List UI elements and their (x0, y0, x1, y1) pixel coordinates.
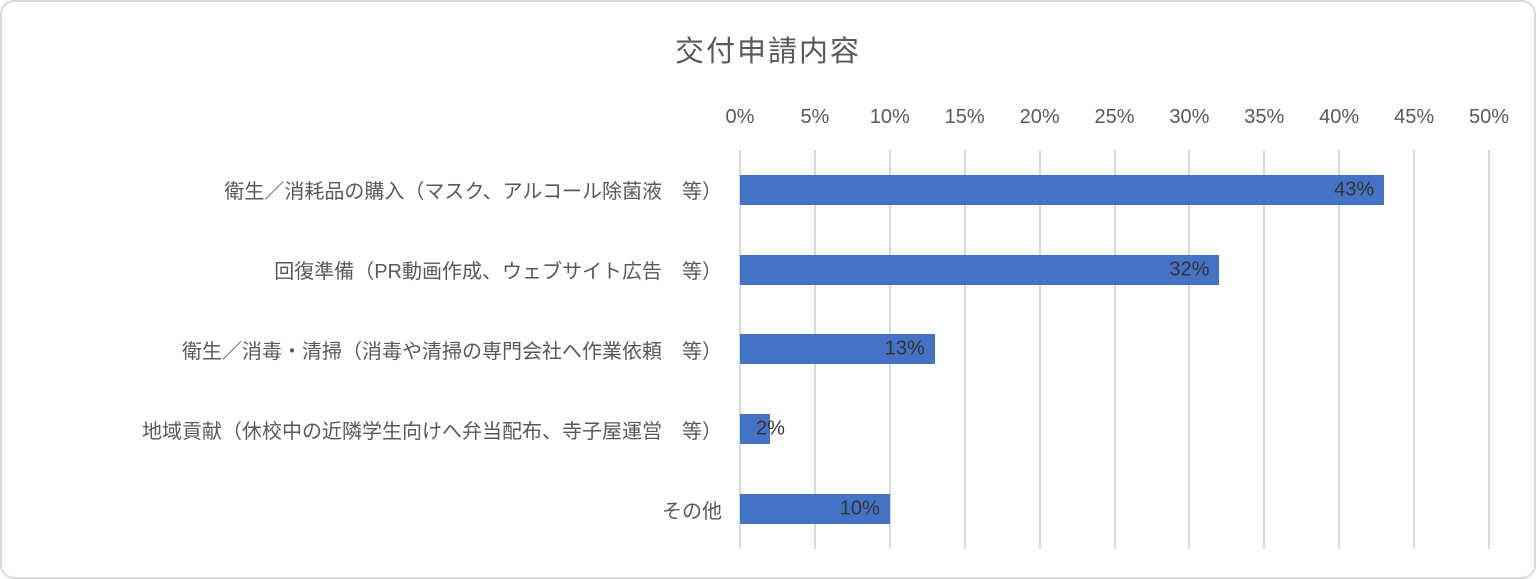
bar-data-label: 2% (755, 417, 785, 440)
x-tick-label: 15% (944, 106, 985, 128)
category-label: 回復準備（PR動画作成、ウェブサイト広告 等） (274, 261, 722, 284)
bar: 10% (740, 494, 890, 525)
bar: 13% (740, 334, 935, 365)
chart-row: 13% (740, 310, 1489, 390)
x-tick-label: 10% (869, 106, 910, 128)
bar: 32% (740, 254, 1220, 285)
plot-area: 43% 32% 13% 2% 10% (739, 150, 1490, 549)
gridline (963, 150, 966, 549)
gridline (1038, 150, 1041, 549)
gridline (1263, 150, 1266, 549)
gridline (1188, 150, 1191, 549)
x-tick-label: 25% (1094, 106, 1135, 128)
chart-row: 2% (740, 389, 1489, 469)
x-tick-label: 30% (1169, 106, 1210, 128)
chart-row: 32% (740, 230, 1489, 310)
category-axis: 衛生／消耗品の購入（マスク、アルコール除菌液 等） 回復準備（PR動画作成、ウェブ… (2, 150, 722, 549)
category-label: 地域貢献（休校中の近隣学生向けへ弁当配布、寺子屋運営 等） (142, 420, 722, 443)
gridline (1413, 150, 1416, 549)
chart-title: 交付申請内容 (674, 36, 861, 68)
x-tick-label: 50% (1468, 106, 1510, 128)
gridline (1338, 150, 1341, 549)
bar: 2% (740, 414, 785, 445)
bar-data-label: 10% (839, 497, 880, 520)
chart-row: 10% (740, 469, 1489, 549)
x-tick-label: 20% (1019, 106, 1060, 128)
x-tick-label: 40% (1319, 106, 1360, 128)
category-label: 衛生／消耗品の購入（マスク、アルコール除菌液 等） (224, 181, 722, 204)
chart-row: 43% (740, 150, 1489, 230)
bar-data-label: 13% (884, 337, 925, 360)
bar-data-label: 43% (1334, 178, 1375, 201)
bar: 43% (740, 174, 1385, 205)
x-tick-label: 45% (1394, 106, 1435, 128)
bar-data-label: 32% (1169, 258, 1210, 281)
x-tick-label: 5% (800, 106, 830, 128)
x-axis: 0% 5% 10% 15% 20% 25% 30% 35% 40% 45% 50% (726, 106, 1509, 134)
gridline (1488, 150, 1490, 549)
x-tick-label: 0% (725, 106, 755, 128)
category-label: その他 (662, 500, 722, 523)
x-tick-label: 35% (1244, 106, 1285, 128)
gridline (1113, 150, 1116, 549)
category-label: 衛生／消毒・清掃（消毒や清掃の専門会社へ作業依頼 等） (182, 340, 722, 363)
bar-rows: 43% 32% 13% 2% 10% (740, 150, 1489, 549)
